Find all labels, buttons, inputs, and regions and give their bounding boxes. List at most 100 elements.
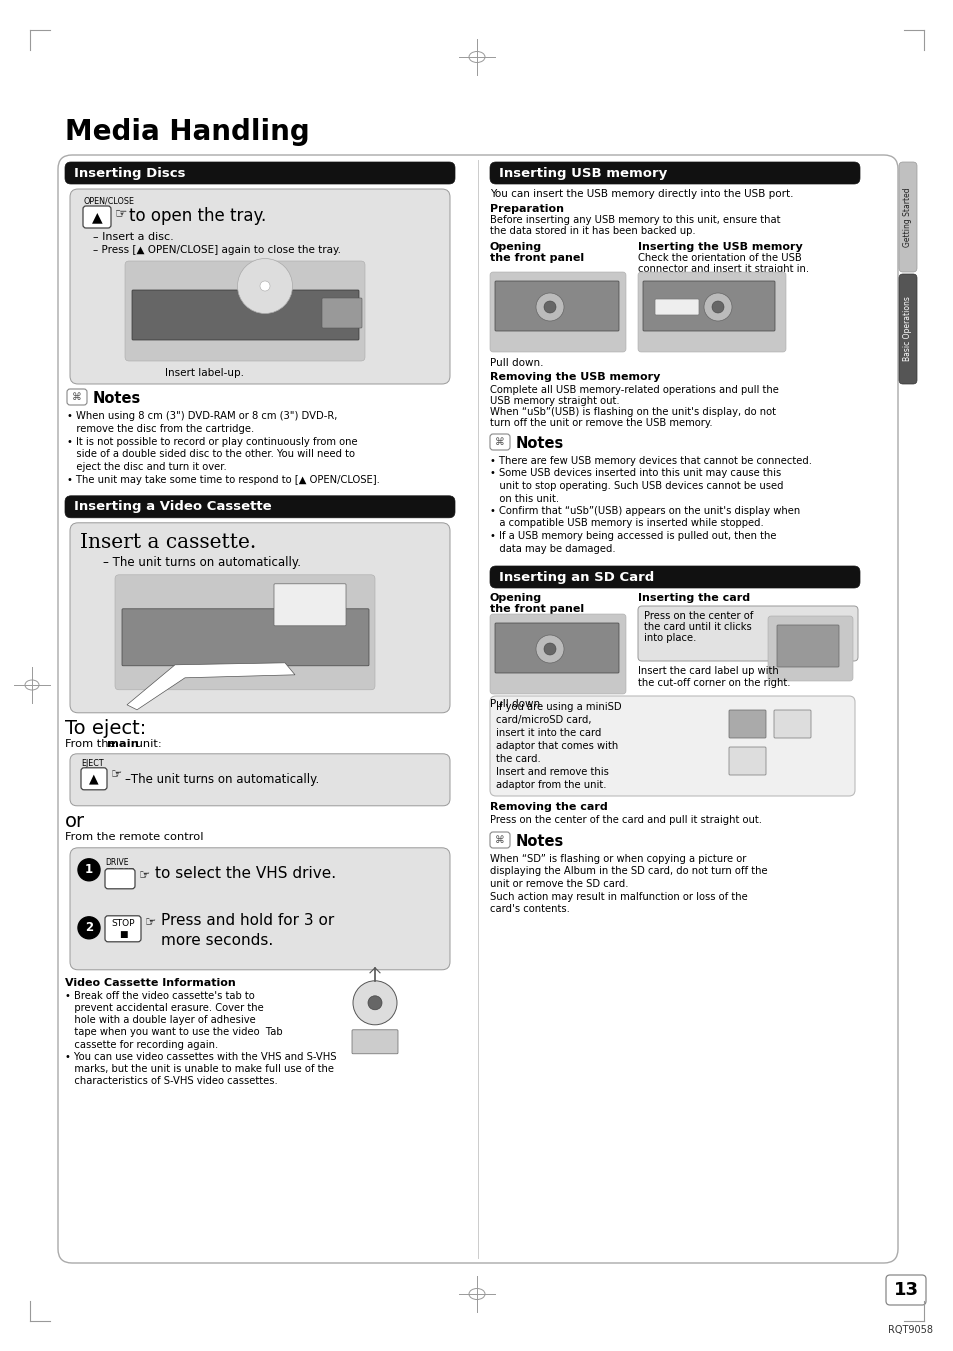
Circle shape [536,293,563,322]
Circle shape [368,996,381,1009]
Text: Pull down.: Pull down. [490,358,543,367]
Text: From the remote control: From the remote control [65,832,203,842]
Text: unit or remove the SD card.: unit or remove the SD card. [490,880,628,889]
FancyBboxPatch shape [898,274,916,384]
FancyBboxPatch shape [495,623,618,673]
Text: a compatible USB memory is inserted while stopped.: a compatible USB memory is inserted whil… [490,519,763,528]
FancyBboxPatch shape [495,281,618,331]
FancyBboxPatch shape [490,434,510,450]
Text: or: or [65,812,85,831]
Text: main: main [107,739,139,748]
Text: ☞: ☞ [111,767,122,781]
FancyBboxPatch shape [81,767,107,790]
Text: the data stored in it has been backed up.: the data stored in it has been backed up… [490,226,695,236]
FancyBboxPatch shape [776,626,838,667]
Text: 2: 2 [85,921,93,935]
Text: Inserting the USB memory: Inserting the USB memory [638,242,801,253]
FancyBboxPatch shape [638,607,857,661]
Polygon shape [127,663,294,709]
Text: STOP
■: STOP ■ [112,919,134,939]
FancyBboxPatch shape [655,299,699,315]
FancyBboxPatch shape [490,832,510,848]
Text: Preparation: Preparation [490,204,563,213]
Text: Insert a cassette.: Insert a cassette. [80,532,256,551]
Text: turn off the unit or remove the USB memory.: turn off the unit or remove the USB memo… [490,417,712,428]
Text: Notes: Notes [516,436,563,451]
Text: Inserting a Video Cassette: Inserting a Video Cassette [74,500,272,513]
Circle shape [703,293,731,322]
Text: From the: From the [65,739,119,748]
FancyBboxPatch shape [274,584,346,626]
Text: card's contents.: card's contents. [490,904,569,915]
Circle shape [543,301,556,313]
Text: Media Handling: Media Handling [65,118,310,146]
Text: ⌘: ⌘ [495,436,504,447]
Text: displaying the Album in the SD card, do not turn off the: displaying the Album in the SD card, do … [490,866,767,877]
FancyBboxPatch shape [885,1275,925,1305]
Text: Such action may result in malfunction or loss of the: Such action may result in malfunction or… [490,892,747,901]
Text: • There are few USB memory devices that cannot be connected.: • There are few USB memory devices that … [490,457,811,466]
Text: DRIVE
SELECT: DRIVE SELECT [105,858,133,877]
Text: eject the disc and turn it over.: eject the disc and turn it over. [67,462,227,473]
Text: ⌘: ⌘ [72,392,82,403]
Text: Insert label-up.: Insert label-up. [165,367,244,378]
Text: USB memory straight out.: USB memory straight out. [490,396,619,407]
FancyBboxPatch shape [67,389,87,405]
FancyBboxPatch shape [728,711,765,738]
Text: to select the VHS drive.: to select the VHS drive. [154,866,335,881]
Text: remove the disc from the cartridge.: remove the disc from the cartridge. [67,424,254,434]
Text: ⌘: ⌘ [495,835,504,844]
Text: Notes: Notes [516,834,563,848]
Text: • Confirm that “uSb”(USB) appears on the unit's display when: • Confirm that “uSb”(USB) appears on the… [490,507,800,516]
Ellipse shape [237,258,293,313]
Text: ☞: ☞ [115,205,128,220]
FancyBboxPatch shape [490,566,859,588]
FancyBboxPatch shape [125,261,365,361]
Text: Opening: Opening [490,593,541,603]
Text: cassette for recording again.: cassette for recording again. [65,1040,218,1050]
Text: • Some USB devices inserted into this unit may cause this: • Some USB devices inserted into this un… [490,469,781,478]
Text: the card.: the card. [496,754,540,765]
FancyBboxPatch shape [122,609,369,666]
Text: hole with a double layer of adhesive: hole with a double layer of adhesive [65,1015,255,1025]
FancyBboxPatch shape [105,869,135,889]
Text: the cut-off corner on the right.: the cut-off corner on the right. [638,678,790,688]
Text: Before inserting any USB memory to this unit, ensure that: Before inserting any USB memory to this … [490,215,780,226]
Text: Basic Operations: Basic Operations [902,297,911,362]
Text: side of a double sided disc to the other. You will need to: side of a double sided disc to the other… [67,450,355,459]
Text: When “uSb”(USB) is flashing on the unit's display, do not: When “uSb”(USB) is flashing on the unit'… [490,407,775,417]
Text: Opening: Opening [490,242,541,253]
Ellipse shape [260,281,270,290]
Text: unit to stop operating. Such USB devices cannot be used: unit to stop operating. Such USB devices… [490,481,782,490]
FancyBboxPatch shape [58,155,897,1263]
Text: Check the orientation of the USB: Check the orientation of the USB [638,253,801,263]
Text: – Press [▲ OPEN/CLOSE] again to close the tray.: – Press [▲ OPEN/CLOSE] again to close th… [92,245,340,255]
Text: ▲: ▲ [91,209,102,224]
Text: Video Cassette Information: Video Cassette Information [65,978,235,988]
FancyBboxPatch shape [70,754,450,805]
Text: Removing the USB memory: Removing the USB memory [490,372,659,382]
Text: on this unit.: on this unit. [490,493,558,504]
Text: to open the tray.: to open the tray. [129,207,266,226]
Text: – The unit turns on automatically.: – The unit turns on automatically. [103,555,301,569]
FancyBboxPatch shape [490,272,625,353]
FancyBboxPatch shape [115,574,375,690]
Text: card/microSD card,: card/microSD card, [496,715,591,725]
Text: data may be damaged.: data may be damaged. [490,543,615,554]
Text: Inserting the card: Inserting the card [638,593,749,603]
Text: – Insert a disc.: – Insert a disc. [92,232,173,242]
Text: –The unit turns on automatically.: –The unit turns on automatically. [125,773,319,786]
Text: RQT9058: RQT9058 [887,1325,932,1335]
FancyBboxPatch shape [70,523,450,713]
Circle shape [353,981,396,1025]
Text: ☞: ☞ [139,869,150,882]
Circle shape [78,917,100,939]
FancyBboxPatch shape [490,696,854,796]
FancyBboxPatch shape [642,281,774,331]
FancyBboxPatch shape [352,1029,397,1054]
Circle shape [543,643,556,655]
Circle shape [536,635,563,663]
Text: Getting Started: Getting Started [902,188,911,247]
Text: ☞: ☞ [145,916,156,928]
Text: adaptor that comes with: adaptor that comes with [496,740,618,751]
